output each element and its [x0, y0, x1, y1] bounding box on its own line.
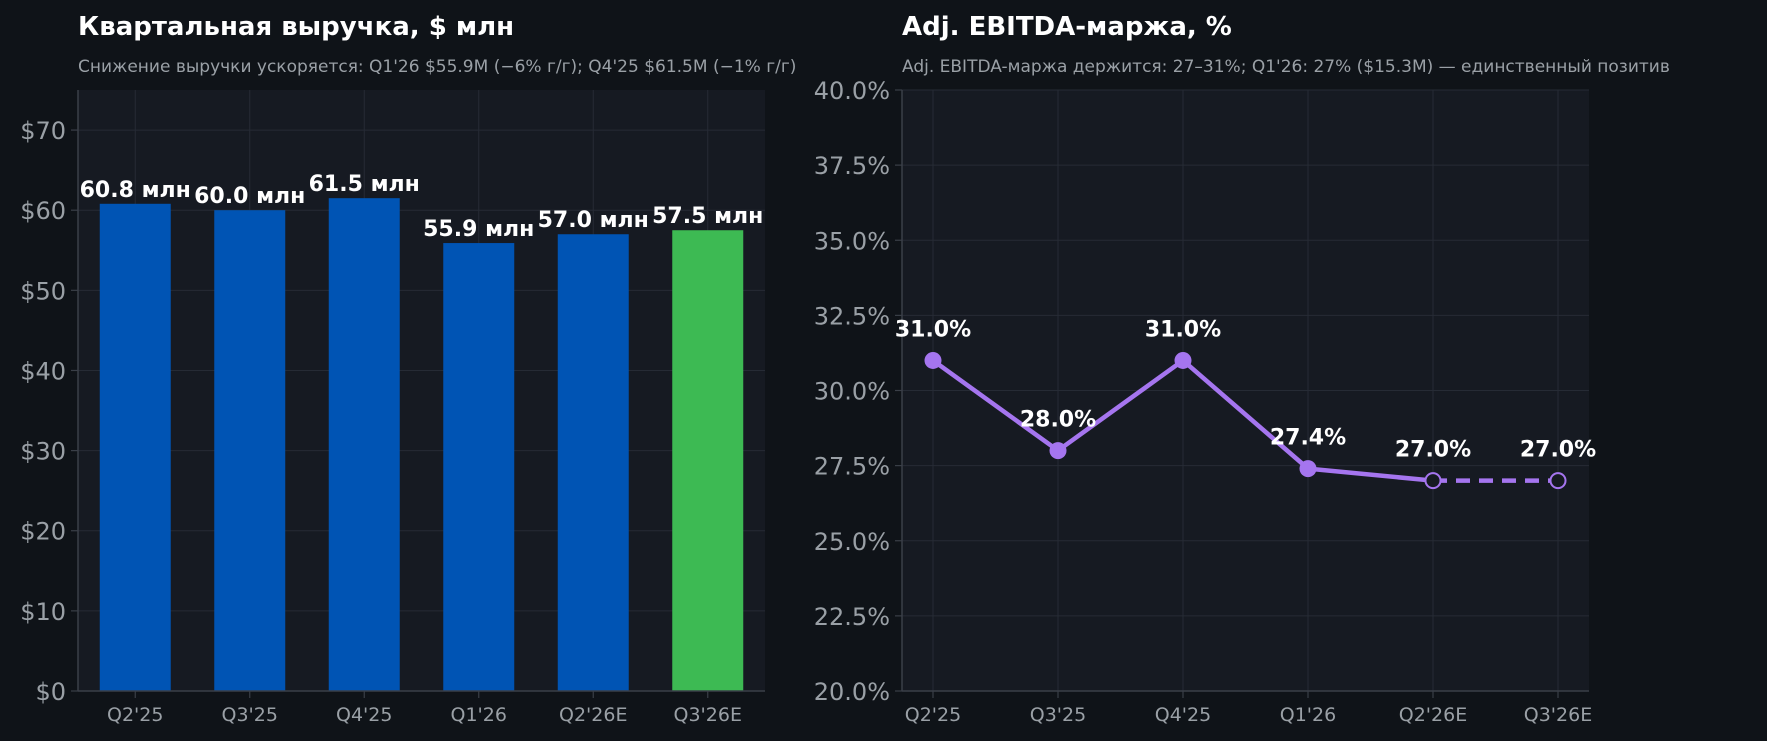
margin-data-labels: 31.0% 28.0% 31.0% 27.4% 27.0% 27.0%: [895, 317, 1596, 462]
margin-value-label: 27.4%: [1270, 426, 1346, 451]
margin-chart-subtitle: Adj. EBITDA-маржа держится: 27–31%; Q1'2…: [902, 57, 1670, 77]
y-tick-label: $70: [20, 117, 66, 145]
margin-point: [1174, 351, 1192, 369]
margin-value-label: 31.0%: [1145, 317, 1221, 342]
revenue-value-label: 60.0 млн: [194, 184, 305, 209]
margin-point: [1299, 460, 1317, 478]
revenue-chart: Квартальная выручка, $ млн Снижение выру…: [20, 12, 796, 726]
y-tick-label: 40.0%: [814, 77, 890, 105]
y-tick-label: $50: [20, 277, 66, 305]
x-tick-label: Q2'26E: [559, 704, 627, 726]
revenue-value-label: 55.9 млн: [423, 217, 534, 242]
revenue-bar: [328, 198, 400, 691]
revenue-chart-title: Квартальная выручка, $ млн: [78, 12, 514, 42]
y-tick-label: 25.0%: [814, 528, 890, 556]
margin-point: [1049, 442, 1067, 460]
x-tick-label: Q2'26E: [1399, 704, 1467, 726]
x-tick-label: Q1'26: [451, 704, 507, 726]
margin-value-label: 27.0%: [1395, 438, 1471, 463]
margin-axes: 20.0% 22.5% 25.0% 27.5% 30.0% 32.5% 35.0% 37.5%…: [814, 77, 1592, 726]
x-tick-label: Q3'25: [1030, 704, 1086, 726]
x-tick-label: Q2'25: [905, 704, 961, 726]
margin-value-label: 27.0%: [1520, 438, 1596, 463]
y-tick-label: 35.0%: [814, 227, 890, 255]
y-tick-label: $30: [20, 438, 66, 466]
revenue-bar: [557, 234, 629, 692]
margin-point-estimate: [1549, 472, 1567, 490]
y-tick-label: $60: [20, 197, 66, 225]
revenue-value-label: 60.8 млн: [80, 178, 191, 203]
margin-point: [924, 351, 942, 369]
revenue-bar: [214, 210, 286, 691]
x-tick-label: Q4'25: [336, 704, 392, 726]
y-tick-label: 27.5%: [814, 453, 890, 481]
y-tick-label: 37.5%: [814, 152, 890, 180]
x-tick-label: Q3'26E: [674, 704, 742, 726]
margin-value-label: 28.0%: [1020, 408, 1096, 433]
y-tick-label: $20: [20, 518, 66, 546]
revenue-axes: $0 $10 $20 $30 $40 $50 $60 $70 Q2'25 Q3'25 Q4'25 Q1…: [20, 90, 765, 726]
y-tick-label: 22.5%: [814, 603, 890, 631]
y-tick-label: 20.0%: [814, 678, 890, 706]
x-tick-label: Q1'26: [1280, 704, 1336, 726]
margin-point-estimate: [1424, 472, 1442, 490]
revenue-chart-subtitle: Снижение выручки ускоряется: Q1'26 $55.9…: [78, 57, 796, 77]
revenue-bar: [672, 230, 744, 691]
y-tick-label: $10: [20, 598, 66, 626]
y-tick-label: 32.5%: [814, 302, 890, 330]
margin-chart-title: Adj. EBITDA-маржа, %: [902, 12, 1232, 42]
x-tick-label: Q3'26E: [1524, 704, 1592, 726]
x-tick-label: Q2'25: [107, 704, 163, 726]
y-tick-label: $0: [35, 678, 66, 706]
revenue-value-label: 57.5 млн: [652, 204, 763, 229]
x-tick-label: Q3'25: [222, 704, 278, 726]
y-tick-label: 30.0%: [814, 378, 890, 406]
revenue-plot-area: [78, 90, 765, 691]
revenue-bar: [443, 243, 515, 691]
x-tick-label: Q4'25: [1155, 704, 1211, 726]
ebitda-margin-chart: Adj. EBITDA-маржа, % Adj. EBITDA-маржа д…: [814, 12, 1670, 726]
revenue-value-label: 61.5 млн: [309, 172, 420, 197]
revenue-bars: [99, 198, 744, 692]
margin-series: [924, 351, 1567, 490]
y-tick-label: $40: [20, 357, 66, 385]
revenue-bar: [99, 203, 171, 691]
margin-value-label: 31.0%: [895, 317, 971, 342]
revenue-value-label: 57.0 млн: [538, 208, 649, 233]
